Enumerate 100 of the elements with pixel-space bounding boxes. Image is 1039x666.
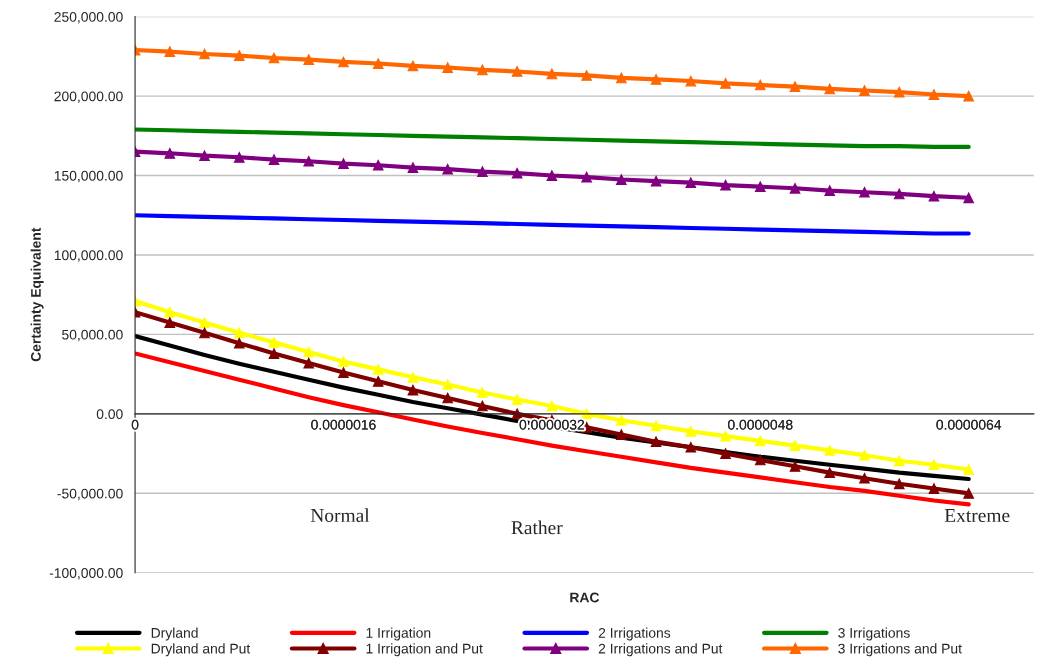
point [824, 467, 836, 479]
point [233, 327, 245, 339]
legend-label: 3 Irrigations [838, 627, 910, 641]
point [615, 174, 627, 185]
x-tick-label: 0.0000064 [936, 419, 1002, 430]
point [685, 425, 697, 437]
point [720, 179, 731, 191]
point [859, 449, 870, 461]
point [199, 317, 210, 328]
legend-label: 1 Irrigation and Put [366, 643, 483, 657]
point [511, 167, 523, 179]
y-tick-label: 0.00 [96, 409, 123, 420]
legend-label: Dryland and Put [151, 643, 251, 657]
line-series [135, 213, 971, 236]
point [303, 54, 315, 65]
point [650, 175, 662, 187]
point [442, 163, 454, 175]
point [546, 400, 558, 412]
point [615, 429, 627, 440]
point [199, 150, 210, 162]
point [650, 74, 662, 85]
point [928, 190, 940, 202]
point [789, 440, 801, 452]
point [581, 171, 592, 183]
point [233, 337, 245, 349]
point [824, 185, 836, 197]
point [372, 364, 384, 375]
y-tick-label: 250,000.00 [54, 11, 123, 24]
point [164, 147, 176, 159]
point [164, 46, 176, 57]
point [650, 420, 662, 432]
point [963, 192, 975, 204]
point [338, 356, 349, 367]
point [372, 58, 384, 69]
point [164, 306, 176, 318]
point [893, 478, 905, 490]
point [893, 188, 905, 200]
point [442, 379, 454, 390]
annotation: Extreme [944, 509, 1010, 523]
x-tick-label: 0.0000048 [728, 419, 793, 430]
point [407, 371, 419, 383]
point [685, 75, 697, 87]
point [164, 317, 176, 328]
point [754, 181, 766, 193]
legend-label: 2 Irrigations and Put [598, 643, 723, 657]
y-tick-label: -50,000.00 [57, 488, 123, 501]
point [199, 327, 210, 339]
y-tick-label: -100,000.00 [49, 568, 123, 580]
point [581, 70, 592, 81]
point [268, 52, 280, 64]
point [477, 387, 488, 398]
point [859, 85, 870, 96]
point [233, 151, 245, 163]
point [615, 414, 627, 426]
point [789, 182, 801, 194]
legend-label: 2 Irrigations [598, 627, 671, 641]
point [338, 158, 349, 169]
point [407, 60, 419, 72]
point [511, 394, 523, 405]
legend-label: 1 Irrigation [366, 627, 431, 641]
point [893, 86, 905, 98]
point [824, 83, 836, 95]
point [372, 159, 384, 171]
point [928, 89, 940, 100]
point [789, 81, 801, 92]
point [546, 68, 558, 80]
point [685, 441, 697, 453]
point [442, 62, 454, 73]
point [963, 487, 975, 499]
point [928, 483, 940, 494]
point [338, 367, 349, 378]
point [789, 460, 801, 472]
point [963, 90, 975, 102]
point [477, 166, 488, 177]
point [338, 56, 349, 68]
point [477, 64, 488, 76]
point [720, 448, 731, 459]
point [859, 186, 870, 198]
point [233, 50, 245, 61]
point [199, 48, 210, 60]
y-tick-label: 200,000.00 [54, 91, 123, 103]
point [615, 72, 627, 84]
y-tick-label: 150,000.00 [54, 170, 123, 183]
point [859, 472, 870, 484]
point [685, 177, 697, 189]
point [477, 400, 488, 412]
x-tick-label: 0.0000032 [519, 419, 585, 430]
point [893, 455, 905, 467]
legend-label: Dryland [151, 627, 198, 641]
line-series [135, 127, 971, 150]
point [303, 155, 315, 167]
y-tick-label: 100,000.00 [54, 250, 123, 262]
point [720, 78, 731, 89]
point [407, 384, 419, 396]
point [268, 336, 280, 348]
point [754, 435, 766, 447]
point [407, 162, 419, 173]
point [650, 436, 662, 448]
point [268, 154, 280, 166]
point [546, 170, 558, 181]
